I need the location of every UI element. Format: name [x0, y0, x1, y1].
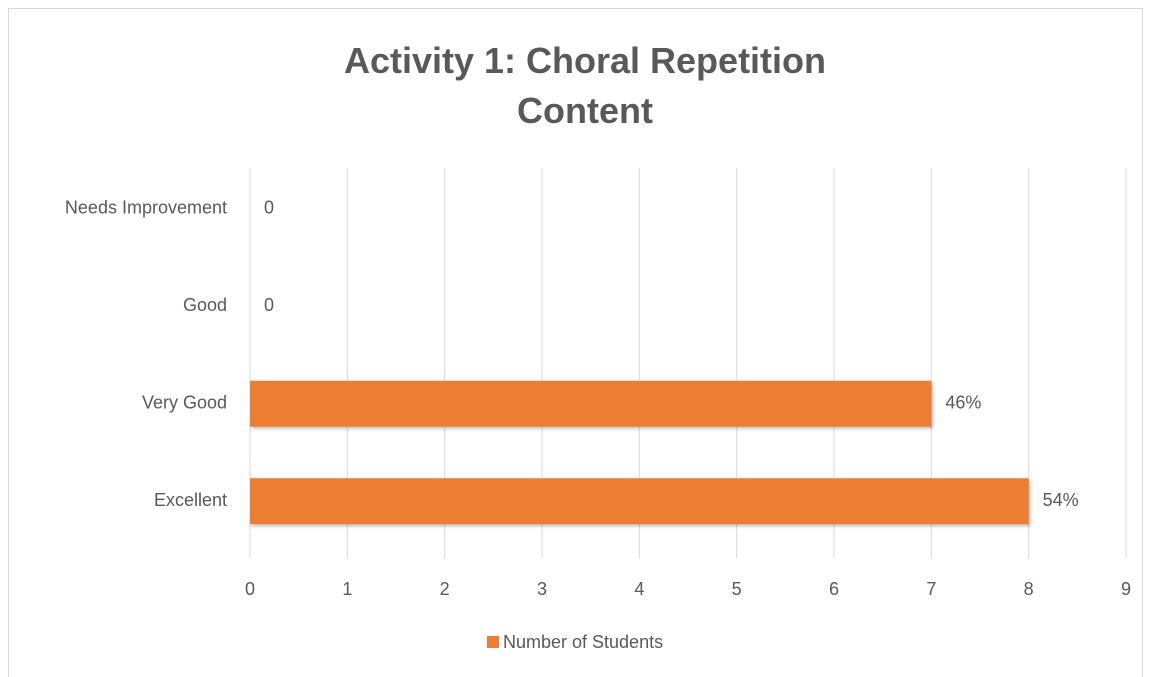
chart-title: Activity 1: Choral Repetition Content [343, 40, 827, 131]
bar [250, 478, 1029, 525]
x-tick-label: 4 [634, 579, 644, 599]
data-label: 0 [264, 198, 274, 218]
x-tick-label: 3 [537, 579, 547, 599]
legend-label: Number of Students [503, 632, 663, 652]
x-tick-label: 2 [440, 579, 450, 599]
x-tick-label: 1 [342, 579, 352, 599]
y-tick-label: Very Good [142, 393, 227, 413]
x-tick-label: 0 [245, 579, 255, 599]
x-tick-label: 9 [1121, 579, 1131, 599]
y-tick-label: Needs Improvement [65, 198, 227, 218]
x-tick-label: 5 [732, 579, 742, 599]
chart-border [8, 8, 1143, 677]
data-label: 54% [1043, 490, 1079, 510]
data-label: 0 [264, 295, 274, 315]
data-label: 46% [945, 393, 981, 413]
x-tick-label: 8 [1024, 579, 1034, 599]
y-tick-label: Excellent [154, 490, 227, 510]
legend-swatch [487, 636, 499, 648]
x-tick-label: 7 [926, 579, 936, 599]
x-tick-label: 6 [829, 579, 839, 599]
y-tick-label: Good [183, 295, 227, 315]
bar [250, 380, 932, 427]
